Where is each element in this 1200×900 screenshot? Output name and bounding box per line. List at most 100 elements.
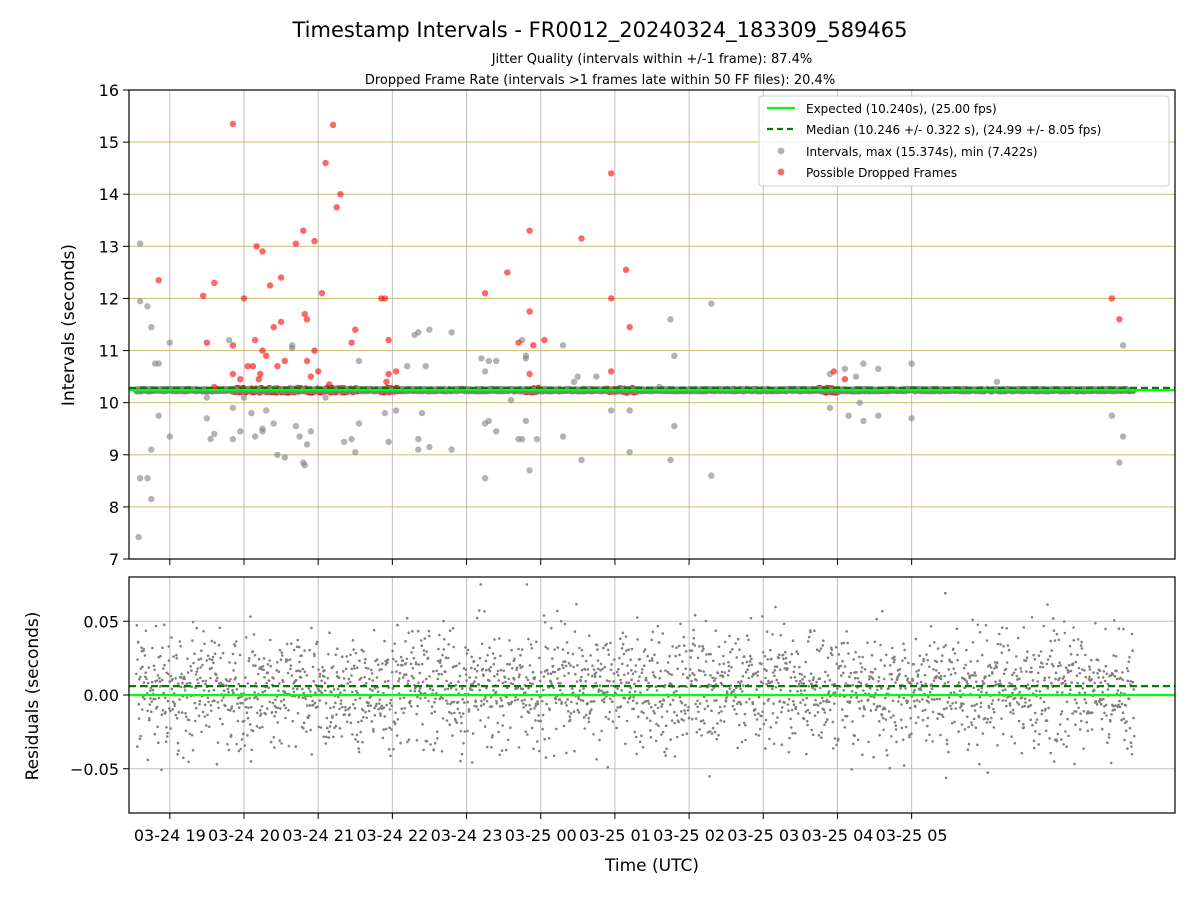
residual-point bbox=[149, 697, 152, 700]
residual-point bbox=[697, 710, 700, 714]
legend-intervals-label: Intervals, max (15.374s), min (7.422s) bbox=[806, 145, 1037, 159]
residual-point bbox=[764, 718, 768, 722]
residual-point bbox=[353, 706, 357, 710]
residual-point bbox=[503, 676, 507, 679]
residual-point bbox=[859, 681, 863, 685]
residual-point bbox=[745, 634, 749, 637]
residual-point bbox=[532, 747, 535, 751]
residual-point bbox=[511, 667, 514, 670]
residual-point bbox=[339, 702, 343, 706]
residual-point bbox=[773, 674, 776, 678]
residual-point bbox=[903, 656, 907, 660]
residual-point bbox=[352, 703, 355, 706]
residual-point bbox=[639, 691, 642, 694]
residual-point bbox=[751, 702, 755, 706]
residual-point bbox=[394, 711, 397, 715]
residual-point bbox=[418, 671, 422, 675]
residual-point bbox=[493, 674, 496, 678]
residual-point bbox=[778, 668, 782, 671]
residual-point bbox=[637, 679, 640, 683]
residual-point bbox=[788, 660, 792, 664]
residual-point bbox=[140, 708, 144, 711]
residual-point bbox=[770, 657, 773, 661]
residual-point bbox=[488, 679, 491, 682]
residual-point bbox=[860, 699, 863, 703]
residual-point bbox=[370, 720, 374, 723]
residual-point bbox=[688, 674, 692, 677]
residual-point bbox=[435, 669, 439, 673]
residual-point bbox=[259, 712, 263, 715]
residual-point bbox=[481, 667, 485, 671]
interval-point bbox=[860, 417, 867, 425]
residual-point bbox=[817, 704, 820, 707]
residual-point bbox=[153, 668, 156, 672]
residual-point bbox=[616, 674, 620, 677]
residual-point bbox=[694, 717, 698, 720]
residual-point bbox=[185, 682, 188, 685]
residual-point bbox=[425, 650, 429, 653]
residual-point bbox=[247, 706, 250, 710]
residual-point bbox=[377, 663, 380, 666]
residual-point bbox=[897, 700, 900, 703]
residual-point bbox=[342, 677, 346, 680]
residual-point bbox=[787, 750, 791, 754]
residual-point bbox=[199, 657, 203, 660]
residual-point bbox=[445, 719, 449, 722]
residual-point bbox=[517, 675, 521, 679]
residual-point bbox=[484, 696, 487, 699]
residual-point bbox=[608, 710, 611, 714]
residual-point bbox=[213, 641, 216, 644]
residual-point bbox=[560, 701, 563, 704]
residual-point bbox=[421, 680, 425, 684]
residual-point bbox=[471, 682, 475, 686]
residual-point bbox=[271, 701, 275, 705]
residual-point bbox=[828, 708, 832, 712]
residual-point bbox=[218, 717, 222, 721]
residual-point bbox=[496, 721, 500, 725]
residual-point bbox=[508, 639, 511, 642]
residual-point bbox=[155, 705, 159, 709]
residual-point bbox=[914, 721, 918, 725]
residual-point bbox=[747, 676, 751, 680]
residual-point bbox=[753, 713, 757, 717]
residual-point bbox=[669, 738, 672, 741]
residual-point bbox=[921, 709, 924, 713]
residual-point bbox=[633, 682, 636, 686]
residual-point bbox=[762, 702, 766, 705]
dropped-frame-point bbox=[392, 368, 400, 375]
residual-point bbox=[781, 653, 785, 657]
residual-point bbox=[297, 695, 301, 699]
residual-point bbox=[245, 697, 248, 700]
residual-point bbox=[167, 672, 170, 676]
residual-point bbox=[518, 664, 522, 667]
residual-point bbox=[140, 646, 143, 649]
residual-point bbox=[894, 728, 898, 731]
residual-point bbox=[524, 730, 528, 733]
residual-point bbox=[305, 674, 309, 677]
residual-point bbox=[433, 741, 437, 745]
residual-point bbox=[823, 680, 827, 684]
residual-point bbox=[480, 642, 484, 646]
residual-point bbox=[878, 720, 881, 723]
residual-point bbox=[167, 645, 170, 648]
residual-point bbox=[645, 716, 649, 720]
residual-point bbox=[543, 620, 547, 624]
residual-point bbox=[274, 698, 277, 702]
residual-point bbox=[250, 748, 254, 752]
residual-point bbox=[835, 662, 839, 666]
residual-point bbox=[852, 742, 855, 746]
residual-point bbox=[485, 699, 489, 703]
residual-point bbox=[887, 687, 891, 690]
residual-point bbox=[489, 696, 493, 699]
residual-point bbox=[689, 656, 693, 659]
residual-point bbox=[295, 645, 299, 648]
residual-point bbox=[919, 680, 923, 684]
residual-point bbox=[535, 690, 539, 693]
residual-point bbox=[414, 662, 418, 666]
residual-point bbox=[874, 708, 878, 712]
residual-point bbox=[520, 715, 523, 719]
residual-point bbox=[451, 627, 455, 630]
residual-point bbox=[337, 676, 341, 679]
residual-point bbox=[899, 718, 903, 722]
